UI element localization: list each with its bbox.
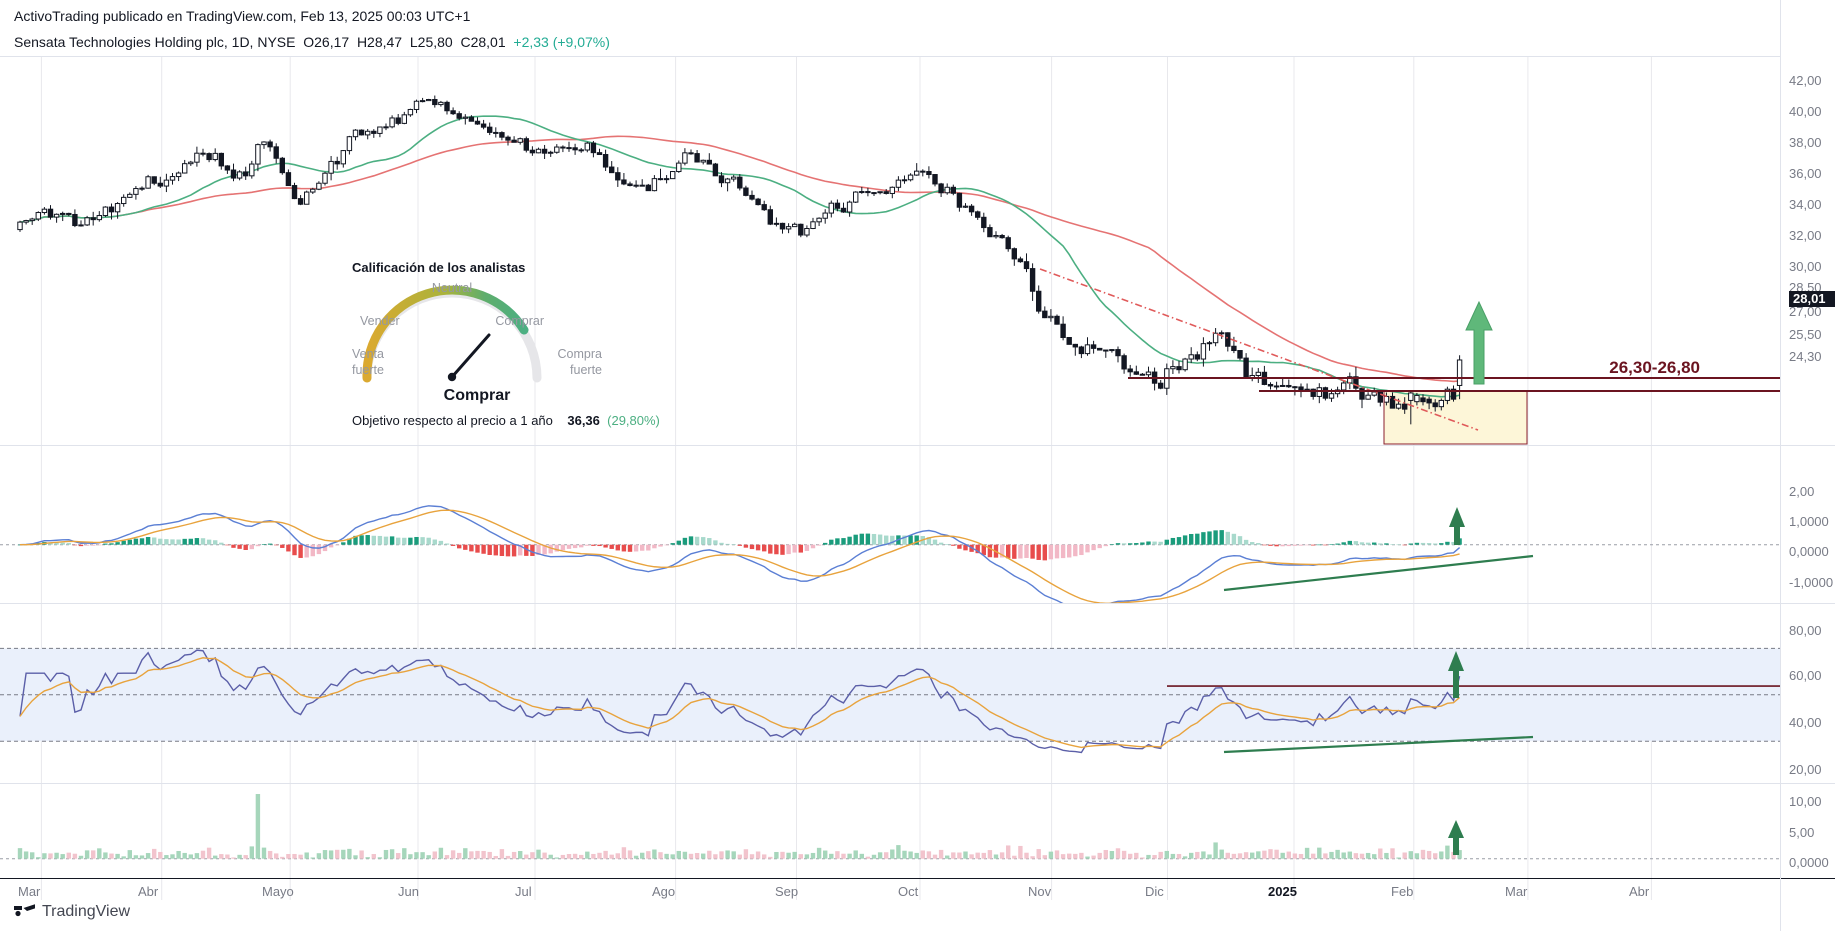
svg-text:Comprar: Comprar [495, 314, 544, 328]
svg-text:Compra: Compra [558, 347, 602, 361]
svg-text:Venta: Venta [352, 347, 384, 361]
svg-text:fuerte: fuerte [352, 363, 384, 377]
svg-text:Neutral: Neutral [432, 281, 472, 295]
svg-text:fuerte: fuerte [570, 363, 602, 377]
svg-text:Vender: Vender [360, 314, 400, 328]
